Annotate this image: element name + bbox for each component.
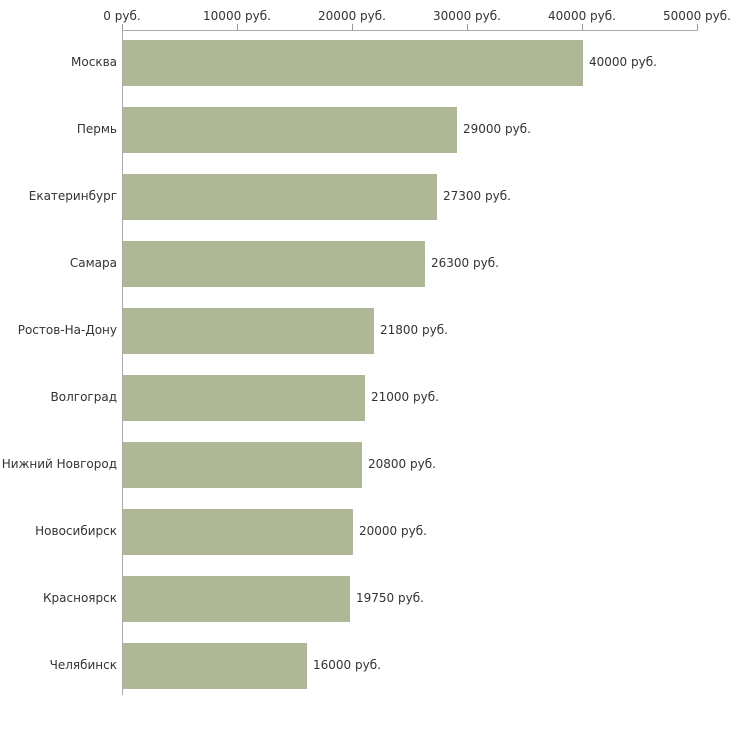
x-axis-tick-label: 0 руб.: [103, 9, 141, 23]
x-axis-tick: [237, 24, 238, 30]
x-axis-tick-label: 50000 руб.: [663, 9, 730, 23]
x-axis-tick-label: 40000 руб.: [548, 9, 616, 23]
bar: [123, 509, 353, 555]
bar: [123, 241, 425, 287]
value-label: 26300 руб.: [431, 256, 499, 270]
bar: [123, 375, 365, 421]
category-label: Екатеринбург: [28, 189, 117, 203]
bar: [123, 107, 457, 153]
category-label: Москва: [71, 55, 117, 69]
category-label: Волгоград: [50, 390, 117, 404]
y-axis-line: [122, 30, 123, 695]
value-label: 21800 руб.: [380, 323, 448, 337]
bar: [123, 576, 350, 622]
x-axis-tick-label: 10000 руб.: [203, 9, 271, 23]
bar: [123, 308, 374, 354]
category-label: Нижний Новгород: [1, 457, 117, 471]
x-axis-tick: [352, 24, 353, 30]
value-label: 20800 руб.: [368, 457, 436, 471]
category-label: Ростов-На-Дону: [17, 323, 117, 337]
value-label: 21000 руб.: [371, 390, 439, 404]
value-label: 20000 руб.: [359, 524, 427, 538]
x-axis-tick-label: 30000 руб.: [433, 9, 501, 23]
bar: [123, 643, 307, 689]
x-axis-tick-label: 20000 руб.: [318, 9, 386, 23]
bar: [123, 40, 583, 86]
x-axis-line: [122, 30, 698, 31]
x-axis-tick: [122, 24, 123, 30]
value-label: 16000 руб.: [313, 658, 381, 672]
value-label: 29000 руб.: [463, 122, 531, 136]
category-label: Пермь: [76, 122, 117, 136]
x-axis-tick: [467, 24, 468, 30]
value-label: 40000 руб.: [589, 55, 657, 69]
x-axis-tick: [697, 24, 698, 30]
x-axis-tick: [582, 24, 583, 30]
category-label: Новосибирск: [35, 524, 117, 538]
value-label: 27300 руб.: [443, 189, 511, 203]
category-label: Красноярск: [43, 591, 117, 605]
bar: [123, 442, 362, 488]
category-label: Челябинск: [49, 658, 117, 672]
value-label: 19750 руб.: [356, 591, 424, 605]
category-label: Самара: [69, 256, 117, 270]
bar: [123, 174, 437, 220]
